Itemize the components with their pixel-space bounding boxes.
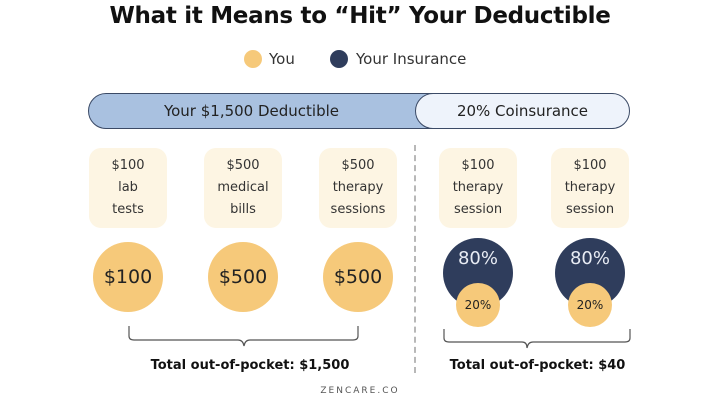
you-pays-circle: $500: [323, 242, 393, 312]
card-line: medical: [217, 180, 269, 195]
left-brace: [128, 326, 359, 347]
legend-you-label: You: [269, 50, 295, 68]
coinsurance-label: 20% Coinsurance: [456, 102, 589, 120]
legend-you-swatch: [244, 50, 262, 68]
legend-insurance-label: Your Insurance: [356, 50, 467, 68]
total-coinsurance: Total out-of-pocket: $40: [449, 358, 626, 373]
card-line: lab: [118, 180, 138, 195]
card-amount: $500: [341, 158, 375, 173]
card-line: therapy: [564, 180, 616, 195]
you-pays-circle: $500: [208, 242, 278, 312]
card-line: therapy: [452, 180, 504, 195]
title: What it Means to “Hit” Your Deductible: [109, 3, 611, 29]
expense-card: $500 medical bills: [204, 148, 282, 228]
card-line: bills: [230, 202, 256, 217]
expense-card: $100 lab tests: [89, 148, 167, 228]
card-line: sessions: [330, 202, 386, 217]
card-amount: $100: [111, 158, 145, 173]
card-line: tests: [112, 202, 144, 217]
card-line: session: [565, 202, 615, 217]
legend-insurance-swatch: [330, 50, 348, 68]
card-line: session: [453, 202, 503, 217]
you-share-circle: 20%: [456, 283, 500, 327]
total-deductible: Total out-of-pocket: $1,500: [150, 358, 350, 373]
card-line: therapy: [332, 180, 384, 195]
you-share-circle: 20%: [568, 283, 612, 327]
card-amount: $500: [226, 158, 260, 173]
deductible-label: Your $1,500 Deductible: [163, 102, 340, 120]
brand-logo: ZENCARE.CO: [320, 386, 400, 396]
card-amount: $100: [461, 158, 495, 173]
right-brace: [443, 329, 631, 349]
expense-card: $100 therapy session: [439, 148, 517, 228]
you-pays-circle: $100: [93, 242, 163, 312]
coinsurance-segment: 20% Coinsurance: [415, 93, 630, 129]
card-amount: $100: [573, 158, 607, 173]
expense-card: $500 therapy sessions: [319, 148, 397, 228]
divider: [414, 145, 416, 373]
expense-card: $100 therapy session: [551, 148, 629, 228]
